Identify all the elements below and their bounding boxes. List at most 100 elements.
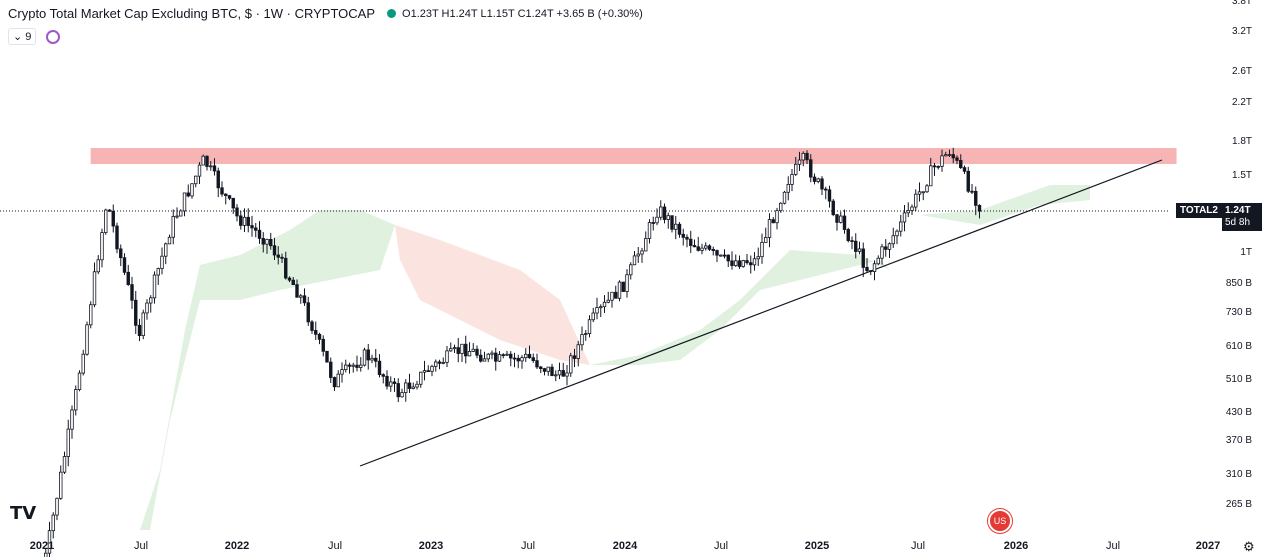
candle bbox=[764, 237, 768, 243]
candle bbox=[205, 155, 209, 167]
last-price-value: 1.24T bbox=[1225, 205, 1251, 216]
us-flag-icon[interactable]: US bbox=[988, 509, 1012, 533]
candle bbox=[850, 240, 854, 243]
candle bbox=[674, 223, 678, 230]
candle bbox=[895, 230, 899, 237]
tradingview-logo-icon[interactable]: TV bbox=[10, 503, 37, 524]
candle bbox=[584, 333, 588, 335]
candle bbox=[107, 209, 112, 212]
candle bbox=[670, 215, 674, 230]
candle bbox=[974, 190, 978, 206]
candle bbox=[145, 302, 149, 314]
candle bbox=[602, 301, 607, 308]
candle bbox=[539, 366, 543, 369]
y-tick-label: 430 B bbox=[1226, 407, 1252, 418]
candle bbox=[745, 260, 749, 264]
candle bbox=[377, 360, 382, 376]
candle bbox=[835, 214, 839, 223]
candle bbox=[197, 164, 202, 177]
candle bbox=[355, 364, 359, 368]
gear-icon[interactable]: ⚙ bbox=[1243, 539, 1255, 554]
candle bbox=[216, 170, 220, 189]
candle bbox=[629, 264, 633, 276]
candle bbox=[700, 247, 704, 251]
candle bbox=[644, 238, 648, 252]
candle bbox=[880, 246, 884, 259]
symbol-title[interactable]: Crypto Total Market Cap Excluding BTC, $… bbox=[8, 6, 376, 21]
x-tick-label: 2023 bbox=[419, 540, 443, 552]
candle bbox=[452, 347, 457, 350]
candle bbox=[415, 383, 419, 388]
x-tick-label: Jul bbox=[328, 540, 342, 552]
x-tick-label: Jul bbox=[714, 540, 728, 552]
candle bbox=[456, 347, 460, 354]
candle bbox=[81, 353, 85, 374]
candle bbox=[689, 238, 693, 246]
last-price-label: 1.24T 5d 8h bbox=[1222, 203, 1262, 231]
candle bbox=[647, 222, 652, 239]
candle bbox=[520, 357, 524, 362]
candle bbox=[445, 350, 449, 363]
candle bbox=[655, 216, 659, 224]
candle bbox=[809, 159, 813, 178]
candle bbox=[557, 370, 562, 376]
candle bbox=[430, 365, 434, 372]
candle bbox=[726, 254, 730, 262]
x-tick-label: Jul bbox=[521, 540, 535, 552]
candle bbox=[857, 248, 862, 252]
candle bbox=[359, 364, 363, 368]
refresh-icon[interactable] bbox=[46, 29, 61, 44]
y-tick-label: 2.2T bbox=[1232, 97, 1252, 108]
candle bbox=[460, 343, 464, 354]
candle bbox=[404, 382, 408, 393]
indicator-collapse-button[interactable]: ⌄ 9 bbox=[8, 28, 37, 45]
candle bbox=[471, 348, 475, 352]
candle bbox=[295, 284, 299, 298]
candle bbox=[865, 266, 869, 272]
candle bbox=[884, 246, 888, 250]
candle bbox=[779, 202, 783, 212]
candle bbox=[152, 274, 157, 299]
y-tick-label: 3.8T bbox=[1232, 0, 1252, 7]
candle bbox=[887, 243, 892, 250]
candle bbox=[257, 229, 262, 239]
candle bbox=[636, 253, 640, 257]
candle bbox=[119, 248, 123, 259]
y-tick-label: 610 B bbox=[1226, 341, 1252, 352]
candle bbox=[321, 338, 325, 352]
candle bbox=[325, 350, 329, 363]
candle bbox=[126, 271, 130, 285]
candle bbox=[265, 238, 269, 245]
status-dot-icon bbox=[387, 9, 397, 18]
candle bbox=[572, 355, 577, 359]
candle bbox=[490, 352, 494, 355]
candle bbox=[771, 219, 775, 224]
candle bbox=[235, 207, 239, 217]
candle bbox=[92, 271, 97, 306]
candle bbox=[640, 250, 644, 255]
candle bbox=[250, 225, 254, 229]
candle bbox=[812, 176, 817, 182]
candle bbox=[786, 184, 790, 193]
candle bbox=[542, 368, 547, 372]
candle bbox=[167, 236, 172, 245]
candle bbox=[550, 366, 554, 377]
candle bbox=[494, 352, 498, 362]
candle bbox=[591, 312, 595, 321]
candle bbox=[336, 373, 340, 388]
candle bbox=[332, 377, 337, 388]
candle bbox=[115, 225, 119, 250]
candle bbox=[831, 200, 835, 216]
candle bbox=[816, 178, 820, 182]
candle bbox=[261, 237, 265, 245]
candle bbox=[486, 353, 490, 360]
x-tick-label: 2026 bbox=[1004, 540, 1028, 552]
candle bbox=[246, 216, 250, 226]
candle bbox=[651, 222, 655, 224]
candle bbox=[392, 381, 397, 384]
candle bbox=[561, 370, 565, 377]
candle bbox=[917, 191, 922, 195]
candle bbox=[899, 221, 903, 232]
resistance-zone bbox=[90, 148, 1177, 164]
